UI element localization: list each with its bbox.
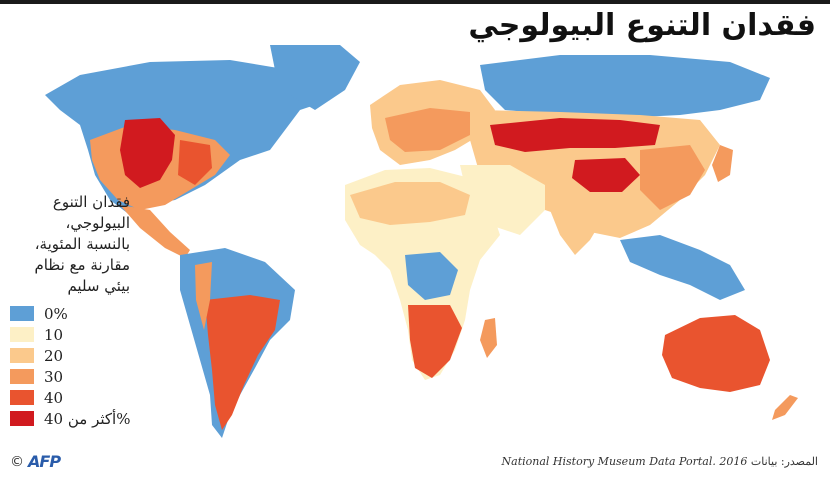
new-zealand (772, 395, 798, 420)
asia-north (480, 55, 770, 118)
southeast-asia (620, 235, 745, 300)
us-core-loss (120, 118, 175, 188)
legend-title-line: البيولوجي، (65, 214, 130, 232)
legend-title-line: مقارنة مع نظام (34, 256, 130, 274)
legend-title: فقدان التنوع البيولوجي، بالنسبة المئوية،… (10, 192, 130, 297)
legend-label: 30 (44, 367, 64, 386)
middle-east (460, 165, 545, 235)
legend-item: 20 (10, 345, 160, 366)
europe-loss (385, 108, 470, 152)
legend-label: 10 (44, 325, 64, 344)
source-year: 2016 (719, 455, 748, 468)
andes-loss (195, 262, 212, 330)
legend-item: 30 (10, 366, 160, 387)
japan (712, 145, 733, 182)
legend-title-line: فقدان التنوع (52, 193, 130, 211)
afp-logo-icon: AFP (28, 452, 61, 471)
east-asia-loss (640, 145, 705, 210)
east-us-loss (178, 140, 212, 185)
world-map (45, 45, 798, 438)
china-loss (572, 158, 640, 192)
legend-swatch (10, 327, 34, 342)
legend-item: 40 (10, 387, 160, 408)
legend-swatch (10, 411, 34, 426)
top-rule (0, 0, 830, 4)
legend-label: 20 (44, 346, 64, 365)
legend-swatch (10, 348, 34, 363)
source-publisher: National History Museum Data Portal (501, 455, 713, 468)
central-america (120, 205, 190, 258)
page-title: فقدان التنوع البيولوجي (468, 8, 816, 43)
legend: فقدان التنوع البيولوجي، بالنسبة المئوية،… (10, 192, 160, 429)
australia (662, 315, 770, 392)
agency-credit: © AFP (10, 452, 61, 471)
central-asia-loss (490, 118, 660, 152)
legend-items: 0% 10 20 30 40 أكثر من 40% (10, 303, 160, 429)
greenland (270, 45, 360, 110)
legend-label: 0% (44, 304, 68, 323)
legend-item: أكثر من 40% (10, 408, 160, 429)
legend-item: 10 (10, 324, 160, 345)
copyright-symbol: © (10, 453, 24, 470)
legend-swatch (10, 369, 34, 384)
legend-swatch (10, 390, 34, 405)
southern-africa-loss (408, 305, 462, 378)
legend-title-line: بيئي سليم (67, 277, 130, 295)
sahara-loss (350, 182, 470, 225)
source-prefix: المصدر: بيانات (750, 455, 818, 468)
legend-swatch (10, 306, 34, 321)
central-africa (405, 252, 458, 300)
legend-item: 0% (10, 303, 160, 324)
legend-title-line: بالنسبة المئوية، (34, 235, 130, 253)
legend-label: 40 (44, 388, 64, 407)
india (550, 190, 605, 255)
south-america-loss (205, 295, 280, 430)
source-credit: المصدر: بيانات National History Museum D… (501, 455, 818, 468)
legend-label: أكثر من 40% (44, 409, 131, 428)
madagascar (480, 318, 497, 358)
